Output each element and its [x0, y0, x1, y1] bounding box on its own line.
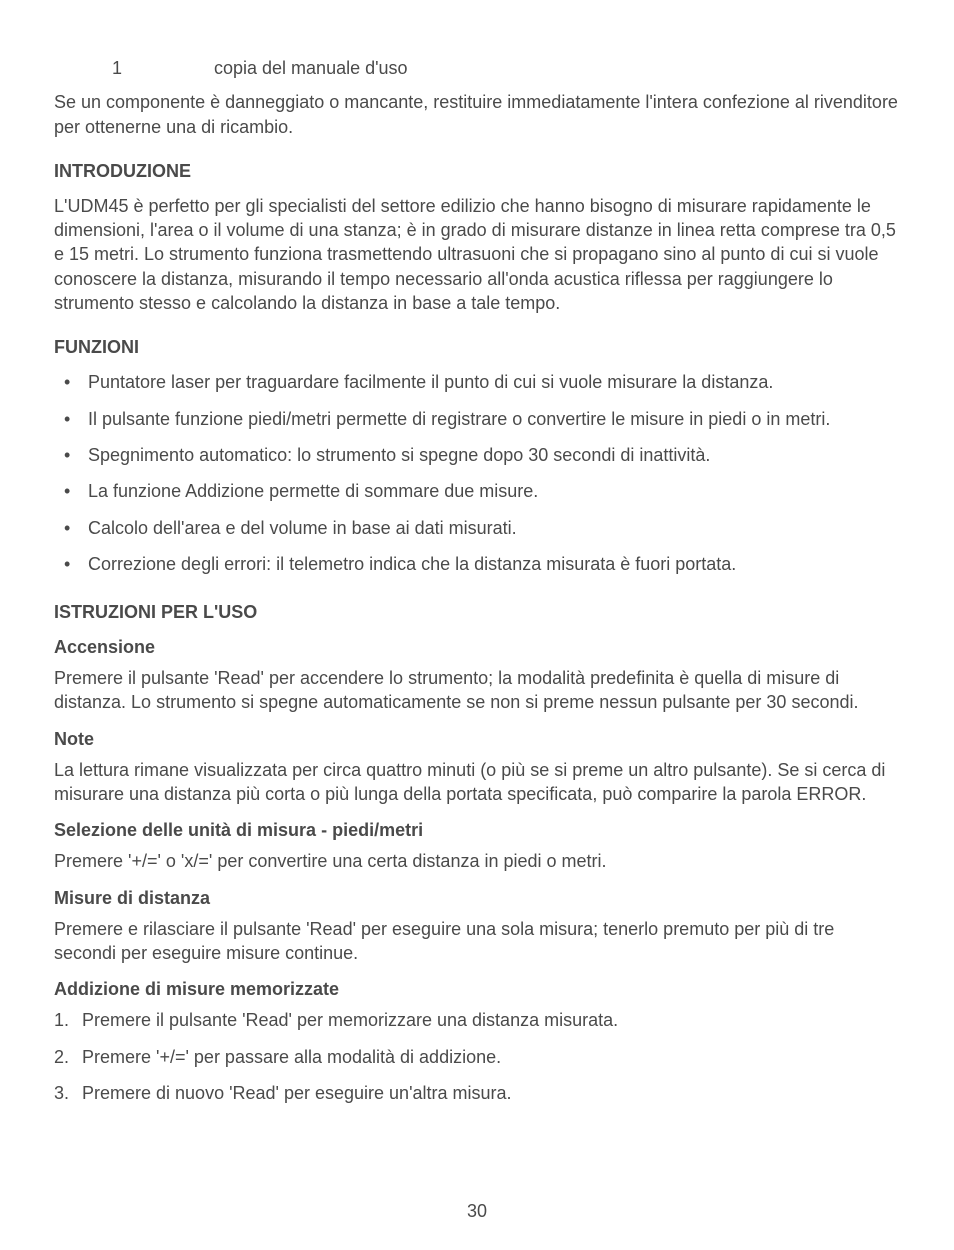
list-item: •Correzione degli errori: il telemetro i…: [54, 552, 900, 576]
bullet-icon: •: [54, 552, 88, 576]
section-heading: FUNZIONI: [54, 337, 900, 358]
list-item: •La funzione Addizione permette di somma…: [54, 479, 900, 503]
numbered-list: 1.Premere il pulsante 'Read' per memoriz…: [54, 1008, 900, 1105]
list-number: 1.: [54, 1008, 82, 1032]
subsection-heading: Selezione delle unità di misura - piedi/…: [54, 820, 900, 841]
list-text: Puntatore laser per traguardare facilmen…: [88, 370, 773, 394]
paragraph: Premere e rilasciare il pulsante 'Read' …: [54, 917, 900, 966]
list-number: 3.: [54, 1081, 82, 1105]
subsection-heading: Misure di distanza: [54, 888, 900, 909]
paragraph: L'UDM45 è perfetto per gli specialisti d…: [54, 194, 900, 315]
subsection-heading: Accensione: [54, 637, 900, 658]
paragraph: Premere il pulsante 'Read' per accendere…: [54, 666, 900, 715]
list-item: •Puntatore laser per traguardare facilme…: [54, 370, 900, 394]
bullet-icon: •: [54, 443, 88, 467]
page-number: 30: [0, 1201, 954, 1222]
subsection-heading: Addizione di misure memorizzate: [54, 979, 900, 1000]
list-text: Spegnimento automatico: lo strumento si …: [88, 443, 710, 467]
subsection-heading: Note: [54, 729, 900, 750]
list-item: •Calcolo dell'area e del volume in base …: [54, 516, 900, 540]
paragraph: Se un componente è danneggiato o mancant…: [54, 90, 900, 139]
list-number: 2.: [54, 1045, 82, 1069]
section-heading: INTRODUZIONE: [54, 161, 900, 182]
bullet-icon: •: [54, 370, 88, 394]
bullet-icon: •: [54, 516, 88, 540]
list-text: Il pulsante funzione piedi/metri permett…: [88, 407, 830, 431]
list-item: 1 copia del manuale d'uso: [54, 56, 900, 80]
bullet-icon: •: [54, 479, 88, 503]
paragraph: La lettura rimane visualizzata per circa…: [54, 758, 900, 807]
section-heading: ISTRUZIONI PER L'USO: [54, 602, 900, 623]
list-text: Premere il pulsante 'Read' per memorizza…: [82, 1008, 618, 1032]
list-text: Calcolo dell'area e del volume in base a…: [88, 516, 517, 540]
bullet-list: •Puntatore laser per traguardare facilme…: [54, 370, 900, 576]
list-item: •Spegnimento automatico: lo strumento si…: [54, 443, 900, 467]
list-item: •Il pulsante funzione piedi/metri permet…: [54, 407, 900, 431]
list-text: Premere '+/=' per passare alla modalità …: [82, 1045, 501, 1069]
list-text: Correzione degli errori: il telemetro in…: [88, 552, 736, 576]
list-text: copia del manuale d'uso: [170, 56, 408, 80]
list-item: 2.Premere '+/=' per passare alla modalit…: [54, 1045, 900, 1069]
paragraph: Premere '+/=' o 'x/=' per convertire una…: [54, 849, 900, 873]
list-item: 3.Premere di nuovo 'Read' per eseguire u…: [54, 1081, 900, 1105]
bullet-icon: •: [54, 407, 88, 431]
document-page: 1 copia del manuale d'uso Se un componen…: [0, 0, 954, 1250]
list-item: 1.Premere il pulsante 'Read' per memoriz…: [54, 1008, 900, 1032]
list-text: Premere di nuovo 'Read' per eseguire un'…: [82, 1081, 512, 1105]
list-number: 1: [54, 56, 170, 80]
list-text: La funzione Addizione permette di sommar…: [88, 479, 538, 503]
